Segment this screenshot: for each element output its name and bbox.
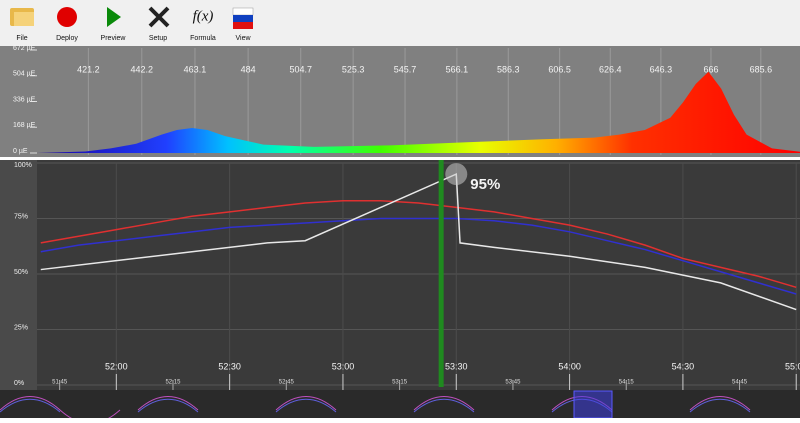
y-tick-label: 75% bbox=[14, 213, 28, 220]
minor-tick-label: 54:45 bbox=[732, 380, 748, 386]
setup-button[interactable]: Setup bbox=[148, 6, 170, 42]
toolbar bbox=[0, 0, 800, 46]
y-tick-label: 672 µE bbox=[13, 45, 36, 52]
x-tick-label: 566.1 bbox=[446, 64, 469, 74]
x-tick-label: 421.2 bbox=[77, 64, 100, 74]
x-tick-label: 606.5 bbox=[548, 64, 571, 74]
series-line bbox=[40, 199, 797, 289]
x-tick-label: 54:00 bbox=[558, 361, 581, 371]
button-label: Deploy bbox=[56, 35, 78, 42]
x-tick-label: 504.7 bbox=[289, 64, 312, 74]
formula-icon: f(x) bbox=[193, 8, 214, 24]
view-button[interactable]: View bbox=[232, 7, 254, 42]
overview-wave bbox=[0, 398, 751, 413]
drag-handle[interactable] bbox=[445, 163, 468, 186]
formula-button[interactable]: f(x) Formula bbox=[190, 8, 216, 41]
button-label: Setup bbox=[149, 35, 167, 42]
file-button[interactable]: File bbox=[10, 8, 34, 42]
spectrum-area bbox=[37, 71, 800, 153]
y-tick-label: 0 µE bbox=[13, 148, 28, 155]
y-tick-label: 336 µE bbox=[13, 96, 36, 103]
series-line bbox=[40, 172, 797, 311]
series-line bbox=[40, 217, 797, 295]
x-tick-label: 53:30 bbox=[445, 361, 468, 371]
x-tick-label: 646.3 bbox=[650, 64, 673, 74]
x-tick-label: 52:30 bbox=[218, 361, 241, 371]
x-tick-label: 52:00 bbox=[105, 361, 128, 371]
button-label: Formula bbox=[190, 35, 216, 42]
time-cursor bbox=[438, 160, 444, 387]
x-tick-label: 685.6 bbox=[750, 64, 773, 74]
overview-wave bbox=[0, 396, 751, 423]
x-tick-label: 586.3 bbox=[497, 64, 520, 74]
button-label: View bbox=[235, 35, 251, 42]
x-tick-label: 53:00 bbox=[332, 361, 355, 371]
minor-tick-label: 53:45 bbox=[505, 380, 521, 386]
x-tick-label: 666 bbox=[703, 64, 718, 74]
minor-tick-label: 52:45 bbox=[279, 380, 295, 386]
preview-button[interactable]: Preview bbox=[101, 7, 127, 42]
timeline-chart: 100% 75% 50% 25% 0% 52:00 52:30 53:00 53:30 54:00… bbox=[14, 160, 800, 390]
minor-tick-label: 54:15 bbox=[619, 380, 635, 386]
minor-tick-label: 51:45 bbox=[52, 380, 68, 386]
x-tick-label: 55:00 bbox=[785, 361, 800, 371]
y-tick-label: 504 µE bbox=[13, 71, 36, 78]
minor-tick-label: 53:15 bbox=[392, 380, 408, 386]
x-tick-label: 463.1 bbox=[184, 64, 207, 74]
spectrum-chart: 421.2 442.2 463.1 484 504.7 525.3 545.7 566.1 58… bbox=[13, 45, 800, 155]
x-tick-label: 484 bbox=[241, 64, 256, 74]
y-tick-label: 50% bbox=[14, 269, 28, 276]
x-tick-label: 442.2 bbox=[131, 64, 154, 74]
x-tick-label: 626.4 bbox=[599, 64, 622, 74]
deploy-button[interactable]: Deploy bbox=[56, 7, 78, 42]
separator bbox=[0, 157, 800, 160]
minor-tick-label: 52:15 bbox=[165, 380, 181, 386]
y-tick-label: 100% bbox=[14, 162, 32, 169]
x-tick-label: 525.3 bbox=[342, 64, 365, 74]
button-label: File bbox=[16, 35, 27, 42]
overview-strip bbox=[0, 390, 800, 418]
button-label: Preview bbox=[101, 35, 127, 42]
overview-window[interactable] bbox=[573, 390, 613, 419]
y-tick-label: 25% bbox=[14, 324, 28, 331]
x-tick-label: 54:30 bbox=[672, 361, 695, 371]
x-tick-label: 545.7 bbox=[394, 64, 417, 74]
handle-label: 95% bbox=[470, 176, 500, 193]
y-axis-strip bbox=[0, 160, 37, 390]
y-tick-label: 168 µE bbox=[13, 122, 36, 129]
y-tick-label: 0% bbox=[14, 380, 24, 387]
